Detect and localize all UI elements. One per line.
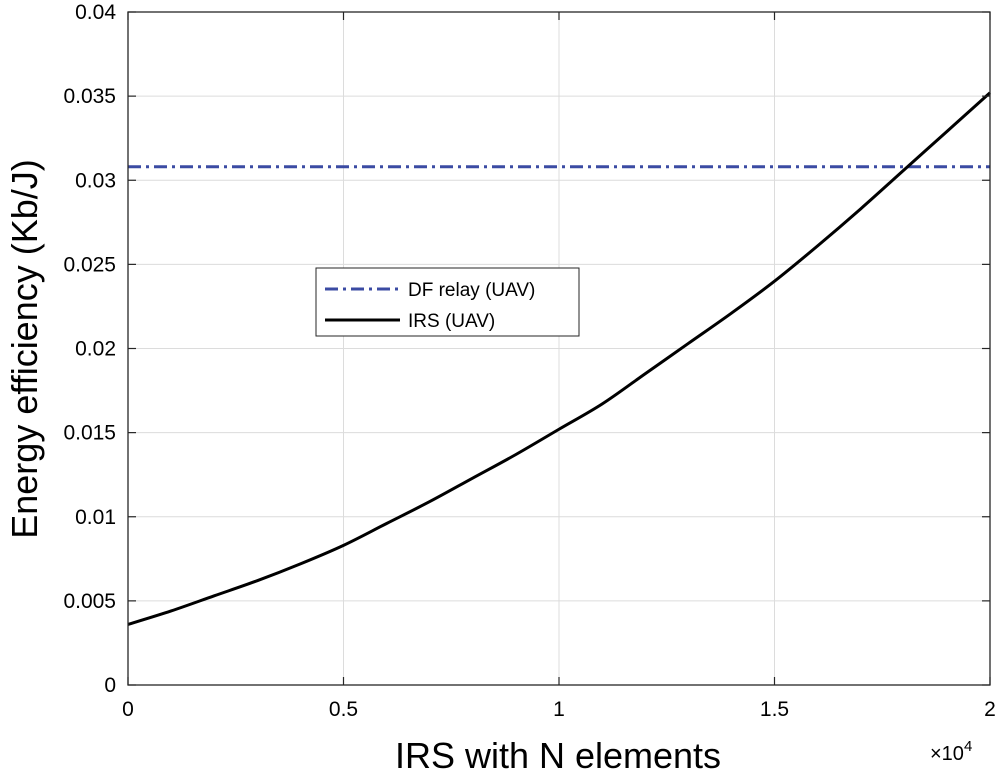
series-layer [127,91,992,626]
x-axis-exponent: ×104 [930,738,972,765]
x-axis-exponent-base: ×10 [930,743,964,765]
y-tick-label: 0.01 [75,506,116,529]
y-tick-label: 0.04 [75,1,116,24]
x-tick-label: 1.5 [760,698,789,721]
y-tick-label: 0.025 [63,253,116,276]
y-tick-label: 0.005 [63,590,116,613]
ticks: 0 0.5 1 1.5 2 0 0.005 0.01 0.015 0.02 0.025 0.03 0.0… [63,1,995,721]
x-axis-title: IRS with N elements [395,735,721,776]
legend-label-irs: IRS (UAV) [408,311,495,332]
legend-box [315,267,580,337]
y-axis-title: Energy efficiency (Kb/J) [4,159,45,539]
y-tick-label: 0 [104,674,116,697]
y-tick-label: 0.015 [63,422,116,445]
y-tick-label: 0.03 [75,169,116,192]
y-tick-label: 0.035 [63,85,116,108]
legend: DF relay (UAV) IRS (UAV) [315,267,580,337]
y-tick-label: 0.02 [75,338,116,361]
x-tick-label: 0.5 [329,698,358,721]
x-tick-label: 2 [984,698,996,721]
irs-line [127,91,992,626]
x-tick-label: 0 [122,698,134,721]
x-tick-label: 1 [553,698,565,721]
legend-label-df-relay: DF relay (UAV) [408,280,535,301]
x-axis-exponent-power: 4 [964,738,972,755]
